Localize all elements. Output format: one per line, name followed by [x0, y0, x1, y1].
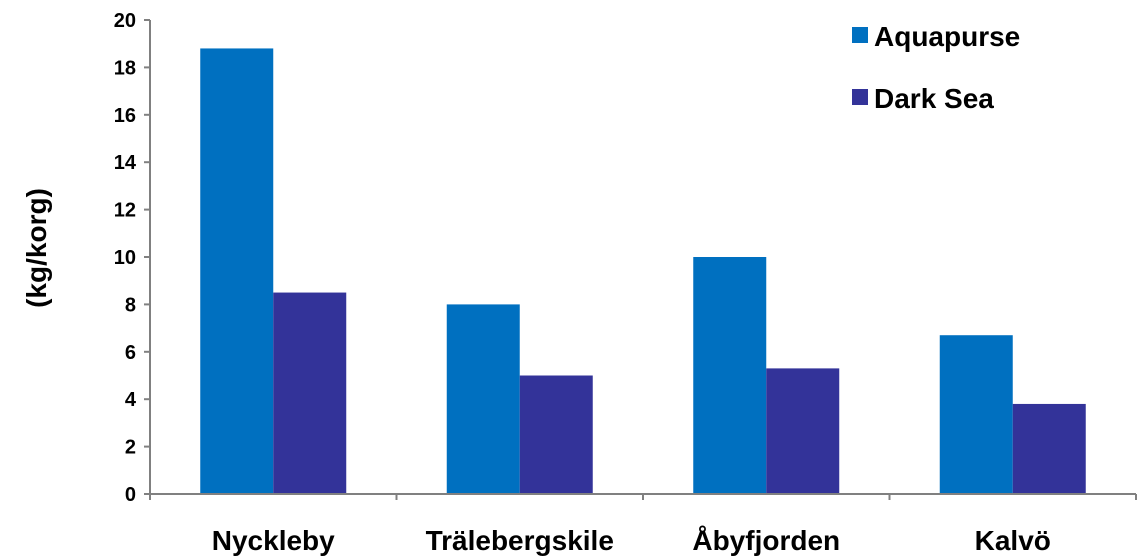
y-tick-label: 10: [114, 247, 136, 269]
x-category-label: Kalvö: [975, 525, 1051, 556]
bar-dark-sea: [519, 375, 593, 494]
legend-label: Dark Sea: [874, 83, 994, 114]
bar-dark-sea: [766, 368, 840, 494]
legend-swatch: [852, 27, 868, 43]
legend: Aquapurse Dark Sea: [852, 21, 1020, 114]
bar-dark-sea: [273, 292, 347, 494]
bar-aquapurse: [200, 48, 274, 494]
y-tick-label: 0: [125, 484, 136, 506]
y-tick-label: 6: [125, 342, 136, 364]
bar-aquapurse: [693, 257, 767, 494]
bars-layer: [200, 48, 1086, 494]
y-ticks: 0 2 4 6 8 10 12 14 16 18 20: [114, 10, 150, 506]
y-tick-label: 4: [125, 389, 137, 411]
y-tick-label: 12: [114, 200, 136, 222]
x-category-label: Nyckleby: [212, 525, 335, 556]
x-category-label: Trälebergskile: [426, 525, 614, 556]
y-tick-label: 16: [114, 105, 136, 127]
legend-swatch: [852, 89, 868, 105]
y-tick-label: 14: [114, 152, 137, 174]
y-tick-label: 20: [114, 10, 136, 32]
legend-label: Aquapurse: [874, 21, 1020, 52]
bar-dark-sea: [1012, 403, 1086, 494]
y-axis-title: (kg/korg): [21, 188, 52, 308]
bar-aquapurse: [446, 304, 520, 494]
y-tick-label: 2: [125, 437, 136, 459]
x-category-label: Åbyfjorden: [692, 525, 840, 556]
bar-aquapurse: [939, 335, 1013, 494]
y-tick-label: 18: [114, 57, 136, 79]
y-tick-label: 8: [125, 294, 136, 316]
x-ticks: Nyckleby Trälebergskile Åbyfjorden Kalvö: [149, 494, 1137, 556]
